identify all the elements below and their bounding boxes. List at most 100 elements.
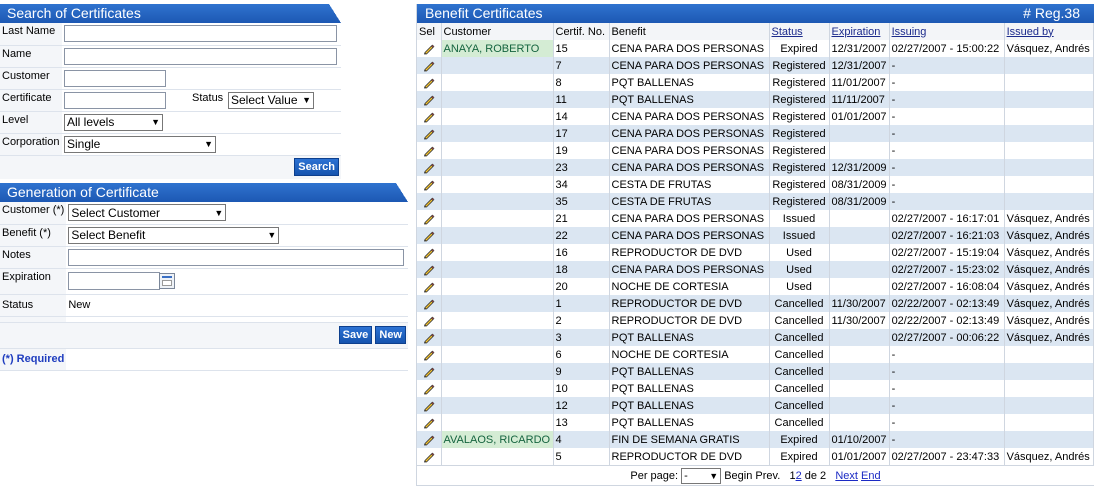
cell-issued-by [1004, 74, 1094, 91]
table-row: 16 REPRODUCTOR DE DVD Used 02/27/2007 - 15:… [417, 244, 1094, 261]
cell-issuing: - [889, 363, 1005, 380]
search-panel: Search of Certificates Last Name Name Cu… [0, 4, 341, 179]
cell-customer [441, 346, 554, 363]
pencil-icon[interactable] [423, 399, 435, 411]
level-select[interactable]: All levels ▼ [64, 113, 163, 131]
row-select-cell [417, 108, 442, 125]
pencil-icon[interactable] [423, 263, 435, 275]
cell-status: Registered [769, 176, 830, 193]
pencil-icon[interactable] [423, 314, 435, 326]
save-button[interactable]: Save [338, 326, 373, 344]
pager-page-2[interactable]: 2 [795, 470, 802, 482]
cell-status: Used [769, 278, 830, 295]
cell-expiration [829, 278, 890, 295]
cell-issuing: - [889, 108, 1005, 125]
cell-cert-no: 20 [553, 278, 610, 295]
pencil-icon[interactable] [423, 229, 435, 241]
cell-cert-no: 4 [553, 431, 610, 448]
cell-expiration: 12/31/2007 [829, 40, 890, 57]
col-issuing[interactable]: Issuing [889, 23, 1005, 40]
cell-status: Registered [769, 74, 830, 91]
pager-next[interactable]: Next [835, 470, 858, 482]
per-page-label: Per page: [630, 470, 679, 482]
level-select-value: All levels [67, 115, 115, 129]
cell-customer [441, 295, 554, 312]
pencil-icon[interactable] [423, 93, 435, 105]
cell-customer [441, 312, 554, 329]
pencil-icon[interactable] [423, 450, 435, 462]
pencil-icon[interactable] [423, 297, 435, 309]
col-expiration[interactable]: Expiration [829, 23, 890, 40]
name-input[interactable] [64, 47, 337, 65]
pencil-icon[interactable] [423, 365, 435, 377]
pencil-icon[interactable] [423, 382, 435, 394]
pencil-icon[interactable] [423, 416, 435, 428]
gen-notes-input[interactable] [68, 248, 405, 266]
certificates-table: Sel Customer Certif. No. Benefit Status … [417, 23, 1094, 465]
gen-benefit-select[interactable]: Select Benefit ▼ [68, 226, 280, 244]
chevron-down-icon: ▼ [709, 471, 719, 482]
table-header-row: Sel Customer Certif. No. Benefit Status … [417, 23, 1094, 40]
calendar-icon[interactable] [159, 273, 176, 289]
table-row: 19 CENA PARA DOS PERSONAS Registered - [417, 142, 1094, 159]
row-select-cell [417, 295, 442, 312]
customer-input[interactable] [64, 69, 166, 87]
cell-issued-by: Vásquez, Andrés [1004, 227, 1094, 244]
table-body: ANAYA, ROBERTO 15 CENA PARA DOS PERSONAS Ex… [417, 40, 1094, 465]
pencil-icon[interactable] [423, 42, 435, 54]
pencil-icon[interactable] [423, 178, 435, 190]
table-row: 10 PQT BALLENAS Cancelled - [417, 380, 1094, 397]
per-page-select[interactable]: - ▼ [681, 468, 722, 485]
row-select-cell [417, 142, 442, 159]
row-select-cell [417, 261, 442, 278]
generation-panel-header: Generation of Certificate [0, 183, 408, 202]
cell-benefit: REPRODUCTOR DE DVD [609, 244, 770, 261]
pencil-icon[interactable] [423, 76, 435, 88]
per-page-value: - [684, 470, 688, 483]
pager-end[interactable]: End [861, 470, 881, 482]
gen-expiration-input[interactable] [68, 272, 161, 290]
gen-customer-label: Customer (*) [0, 202, 67, 225]
pencil-icon[interactable] [423, 144, 435, 156]
gen-expiration-label: Expiration [0, 268, 67, 295]
last-name-input[interactable] [64, 25, 337, 43]
table-row: 6 NOCHE DE CORTESIA Cancelled - [417, 346, 1094, 363]
cell-status: Cancelled [769, 346, 830, 363]
search-button[interactable]: Search [294, 158, 339, 177]
certificate-input[interactable] [64, 91, 166, 109]
col-status[interactable]: Status [769, 23, 830, 40]
cell-issued-by [1004, 91, 1094, 108]
benefit-certificates-panel: Benefit Certificates # Reg.38 Sel Custom… [416, 4, 1094, 486]
pencil-icon[interactable] [423, 127, 435, 139]
pencil-icon[interactable] [423, 433, 435, 445]
corporation-select[interactable]: Single ▼ [64, 135, 216, 153]
pencil-icon[interactable] [423, 59, 435, 71]
gen-customer-select[interactable]: Select Customer ▼ [68, 204, 227, 222]
cell-customer [441, 142, 554, 159]
cell-cert-no: 9 [553, 363, 610, 380]
table-row: 14 CENA PARA DOS PERSONAS Registered 01/01/… [417, 108, 1094, 125]
pencil-icon[interactable] [423, 246, 435, 258]
pencil-icon[interactable] [423, 348, 435, 360]
chevron-down-icon: ▼ [267, 230, 277, 240]
cell-issued-by [1004, 380, 1094, 397]
new-button[interactable]: New [375, 326, 406, 344]
cell-cert-no: 13 [553, 414, 610, 431]
cell-status: Registered [769, 125, 830, 142]
generation-panel-title: Generation of Certificate [7, 184, 159, 200]
pencil-icon[interactable] [423, 161, 435, 173]
pencil-icon[interactable] [423, 195, 435, 207]
pencil-icon[interactable] [423, 280, 435, 292]
col-issued-by[interactable]: Issued by [1004, 23, 1094, 40]
pencil-icon[interactable] [423, 331, 435, 343]
corporation-label: Corporation [0, 133, 62, 156]
generation-form: Customer (*) Select Customer ▼ Benefit (… [0, 202, 408, 370]
row-select-cell [417, 125, 442, 142]
status-select[interactable]: Select Value ▼ [228, 91, 314, 109]
cell-issued-by [1004, 108, 1094, 125]
pencil-icon[interactable] [423, 110, 435, 122]
pencil-icon[interactable] [423, 212, 435, 224]
cell-expiration: 11/01/2007 [829, 74, 890, 91]
cell-issued-by: Vásquez, Andrés [1004, 312, 1094, 329]
cell-issued-by: Vásquez, Andrés [1004, 278, 1094, 295]
